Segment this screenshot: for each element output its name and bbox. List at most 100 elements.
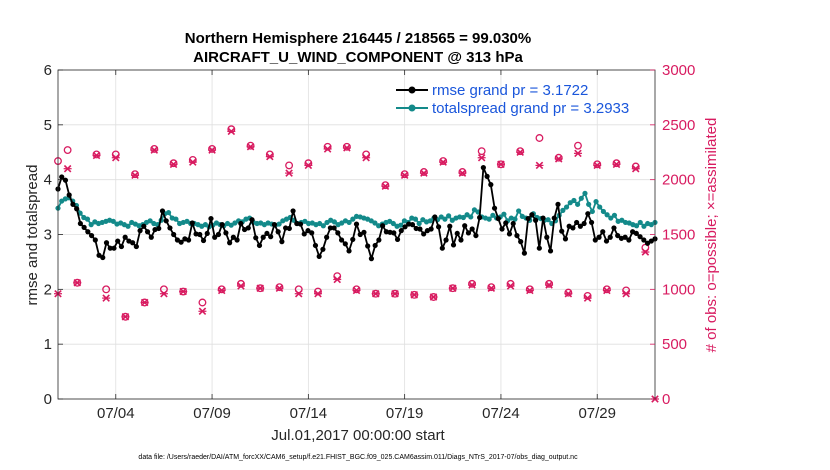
assimilated-obs-marker: [468, 281, 477, 289]
possible-obs-marker: [217, 285, 226, 294]
rmse-point: [327, 225, 333, 231]
rmse-point: [312, 242, 319, 249]
possible-obs-marker: [468, 279, 476, 288]
rmse-point: [66, 192, 72, 198]
rmse-point: [245, 225, 251, 231]
assimilated-obs-marker: [208, 146, 217, 154]
rmse-point: [331, 225, 337, 231]
axes-layer: 07/04 07/09 07/14 07/19 07/24 07/29 0 1 2 3 4 5 6 0 50…: [44, 62, 696, 422]
possible-obs-marker: [574, 141, 582, 150]
spread-point: [173, 216, 179, 222]
rmse-point: [107, 245, 113, 251]
assimilated-obs-marker: [362, 153, 371, 162]
rmse-point: [111, 245, 117, 251]
possible-obs-marker: [487, 283, 496, 292]
rmse-point: [514, 232, 520, 239]
assimilated-obs-marker: [275, 284, 284, 293]
spread-point: [575, 201, 581, 207]
rmse-point: [156, 225, 162, 232]
spread-point: [501, 211, 507, 217]
legend-rmse-marker: [408, 86, 416, 94]
rmse-point: [219, 222, 225, 228]
rmse-point: [290, 208, 296, 214]
assimilated-obs-marker: [63, 164, 72, 173]
assimilated-obs-marker: [342, 144, 351, 152]
assimilated-obs-marker: [410, 291, 419, 299]
rmse-point: [533, 217, 539, 223]
assimilated-obs-marker: [381, 182, 390, 191]
rmse-point: [144, 229, 151, 235]
spread-point: [490, 212, 496, 218]
spread-point: [586, 201, 592, 207]
rmse-point: [346, 248, 352, 254]
assimilated-obs-marker: [477, 153, 486, 162]
rmse-point: [428, 226, 434, 232]
possible-obs-marker: [593, 160, 602, 169]
rmse-point: [603, 238, 610, 244]
legend: rmse grand pr = 3.1722 totalspread grand…: [396, 82, 629, 117]
possible-obs-marker: [439, 157, 448, 165]
assimilated-obs-marker: [506, 282, 515, 290]
possible-obs-marker: [419, 168, 428, 176]
rmse-point: [256, 242, 263, 249]
y2-tick-label: 2000: [662, 172, 695, 189]
assimilated-obs-marker: [188, 158, 197, 166]
possible-obs-marker: [545, 279, 554, 288]
y2-tick-label: 500: [662, 336, 687, 353]
y-tick-label: 6: [44, 62, 52, 79]
assimilated-obs-marker: [73, 278, 82, 287]
rmse-point: [178, 239, 184, 245]
rmse-point: [510, 220, 516, 227]
assimilated-obs-marker: [535, 161, 544, 170]
rmse-point: [238, 220, 244, 227]
possible-obs-marker: [285, 161, 294, 170]
rmse-point: [59, 174, 65, 180]
rmse-point: [122, 234, 128, 240]
spread-point: [165, 209, 172, 216]
spread-point: [372, 220, 378, 226]
rmse-point: [562, 236, 569, 242]
spread-point: [597, 204, 603, 210]
assimilated-obs-marker: [159, 289, 168, 298]
rmse-point: [227, 240, 233, 246]
possible-obs-marker: [458, 168, 467, 176]
rmse-point: [62, 177, 69, 183]
x-tick-label: 07/24: [482, 405, 520, 422]
rmse-point: [368, 256, 375, 262]
rmse-point: [484, 173, 490, 179]
spread-point: [512, 216, 518, 222]
rmse-point: [588, 219, 595, 226]
assimilated-obs-marker: [323, 145, 332, 153]
chart-subtitle: AIRCRAFT_U_WIND_COMPONENT @ 313 hPa: [193, 49, 523, 66]
spread-point: [600, 208, 607, 215]
rmse-point: [271, 222, 278, 228]
rmse-point: [540, 215, 546, 221]
assimilated-obs-marker: [285, 169, 294, 177]
assimilated-obs-marker: [236, 282, 245, 290]
y2-tick-label: 1000: [662, 281, 695, 298]
rmse-point: [200, 237, 207, 244]
footnote: data file: /Users/raeder/DAI/ATM_forcXX/…: [138, 454, 578, 461]
assimilated-obs-marker: [227, 127, 236, 136]
assimilated-obs-marker: [564, 289, 573, 298]
possible-obs-marker: [477, 147, 486, 156]
rmse-point: [185, 237, 192, 243]
rmse-point: [391, 230, 397, 236]
rmse-point: [559, 228, 565, 234]
possible-obs-marker: [102, 285, 111, 294]
rmse-point: [286, 225, 292, 232]
spread-point: [427, 218, 433, 224]
rmse-point: [570, 225, 576, 231]
rmse-point: [518, 239, 524, 245]
rmse-point: [297, 221, 304, 227]
possible-obs-marker: [525, 285, 534, 294]
assimilated-obs-marker: [313, 289, 322, 298]
rmse-point: [506, 231, 513, 237]
spread-point: [346, 219, 352, 226]
possible-obs-marker: [92, 150, 101, 159]
chart-title: Northern Hemisphere 216445 / 218565 = 99…: [185, 30, 531, 47]
rmse-point: [92, 237, 98, 243]
rmse-point: [197, 231, 203, 238]
rmse-point: [577, 223, 583, 229]
rmse-point: [159, 208, 166, 214]
